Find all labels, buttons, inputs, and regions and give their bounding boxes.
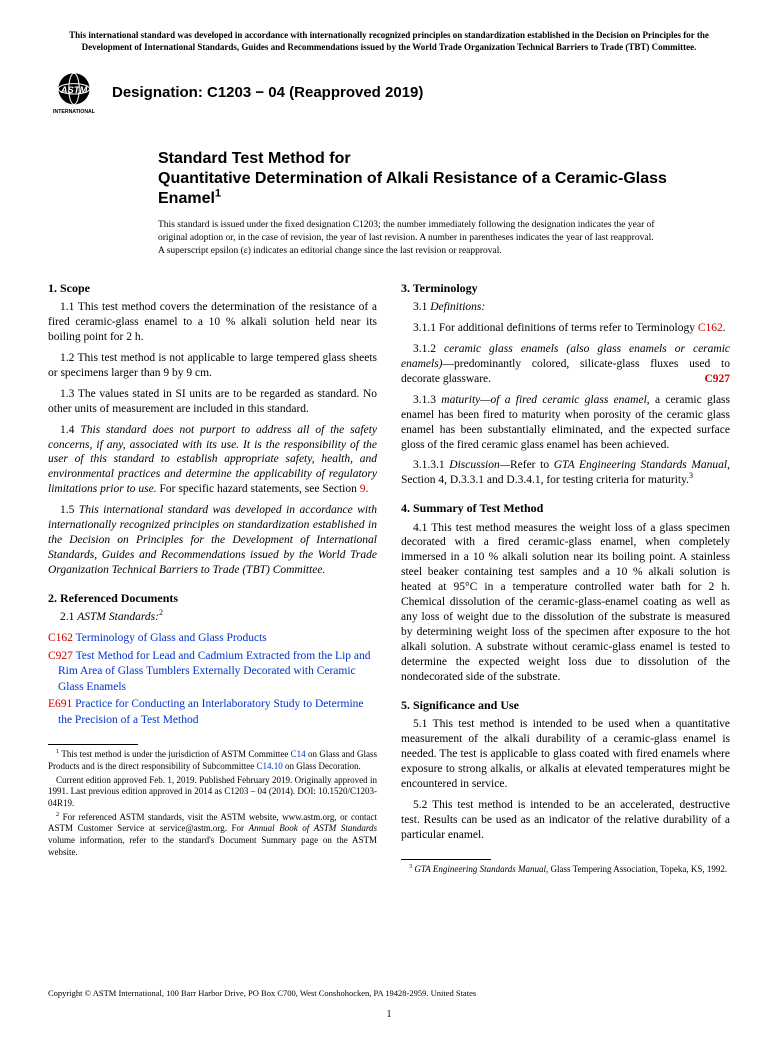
footnote-2: 2 For referenced ASTM standards, visit t… — [48, 812, 377, 859]
fn1-text-c: on Glass Decoration. — [283, 761, 361, 771]
designation: Designation: C1203 − 04 (Reapproved 2019… — [112, 83, 423, 103]
footnote-3: 3 GTA Engineering Standards Manual, Glas… — [401, 864, 730, 876]
para-1-4-tail: For specific hazard statements, see Sect… — [157, 483, 360, 495]
astm-logo: ASTM INTERNATIONAL — [48, 67, 100, 119]
ref-c162-code: C162 — [48, 632, 73, 644]
para-1-1: 1.1 This test method covers the determin… — [48, 300, 377, 345]
fn2-text-b: volume information, refer to the standar… — [48, 835, 377, 857]
c927-link[interactable]: C927 — [692, 372, 730, 387]
ref-e691-code: E691 — [48, 698, 72, 710]
ref-c162[interactable]: C162 Terminology of Glass and Glass Prod… — [48, 631, 377, 647]
ref-c927-title: Test Method for Lead and Cadmium Extract… — [58, 650, 371, 693]
para-3-1-italic: Definitions: — [430, 301, 485, 313]
fn1-link-c1410[interactable]: C14.10 — [256, 761, 282, 771]
left-column: 1. Scope 1.1 This test method covers the… — [48, 280, 377, 877]
para-1-2: 1.2 This test method is not applicable t… — [48, 351, 377, 381]
para-3-1-2-num: 3.1.2 — [413, 343, 444, 355]
ref-e691[interactable]: E691 Practice for Conducting an Interlab… — [48, 697, 377, 728]
para-1-5-italic: This international standard was develope… — [48, 504, 377, 576]
para-3-1-3-1-manual: GTA Engineering Standards Manual — [554, 459, 727, 471]
para-1-3: 1.3 The values stated in SI units are to… — [48, 387, 377, 417]
svg-text:INTERNATIONAL: INTERNATIONAL — [53, 109, 96, 115]
right-column: 3. Terminology 3.1 Definitions: 3.1.1 Fo… — [401, 280, 730, 877]
fn1-text-a: This test method is under the jurisdicti… — [59, 749, 291, 759]
para-5-1: 5.1 This test method is intended to be u… — [401, 717, 730, 792]
para-2-1: 2.1 ASTM Standards:2 — [48, 610, 377, 625]
para-1-5: 1.5 This international standard was deve… — [48, 503, 377, 578]
para-3-1-1-period: . — [723, 322, 726, 334]
fn3-mark: 3 — [689, 472, 693, 481]
para-3-1-3: 3.1.3 maturity—of a fired ceramic glass … — [401, 393, 730, 453]
para-1-4-num: 1.4 — [60, 424, 80, 436]
fn1-link-c14[interactable]: C14 — [291, 749, 306, 759]
header-row: ASTM INTERNATIONAL Designation: C1203 − … — [48, 67, 730, 119]
para-2-1-italic: ASTM Standards: — [77, 611, 159, 623]
c162-link[interactable]: C162 — [698, 322, 723, 334]
fn3-text: , Glass Tempering Association, Topeka, K… — [546, 864, 727, 874]
section-head-refdocs: 2. Referenced Documents — [48, 590, 377, 606]
footnote-1b: Current edition approved Feb. 1, 2019. P… — [48, 775, 377, 810]
ref-c162-title: Terminology of Glass and Glass Products — [73, 632, 267, 644]
fn2-mark: 2 — [159, 608, 163, 617]
para-3-1-3-1-disc: Discussion— — [449, 459, 510, 471]
para-3-1-2-def: —predominantly colored, silicate-glass f… — [401, 358, 730, 385]
para-5-2: 5.2 This test method is intended to be a… — [401, 798, 730, 843]
para-3-1-3-term: maturity—of a fired ceramic glass enamel — [441, 394, 647, 406]
ref-c927[interactable]: C927 Test Method for Lead and Cadmium Ex… — [48, 649, 377, 696]
title-line-2: Quantitative Determination of Alkali Res… — [158, 169, 690, 209]
para-3-1-1: 3.1.1 For additional definitions of term… — [401, 321, 730, 336]
para-3-1-num: 3.1 — [413, 301, 430, 313]
footnote-1: 1 This test method is under the jurisdic… — [48, 749, 377, 772]
svg-text:ASTM: ASTM — [60, 85, 88, 95]
para-1-4-period: . — [365, 483, 368, 495]
footnote-rule-right — [401, 859, 491, 860]
title-text: Quantitative Determination of Alkali Res… — [158, 170, 667, 207]
section-head-scope: 1. Scope — [48, 280, 377, 296]
two-column-body: 1. Scope 1.1 This test method covers the… — [48, 280, 730, 877]
title-block: Standard Test Method for Quantitative De… — [158, 149, 690, 257]
section-head-significance: 5. Significance and Use — [401, 697, 730, 713]
section-head-summary: 4. Summary of Test Method — [401, 500, 730, 516]
para-2-1-num: 2.1 — [60, 611, 77, 623]
page-number: 1 — [0, 1008, 778, 1022]
issuance-note: This standard is issued under the fixed … — [158, 219, 690, 257]
title-line-1: Standard Test Method for — [158, 149, 690, 169]
para-1-5-num: 1.5 — [60, 504, 79, 516]
para-3-1-3-num: 3.1.3 — [413, 394, 441, 406]
para-3-1-2: 3.1.2 ceramic glass enamels (also glass … — [401, 342, 730, 387]
ref-e691-title: Practice for Conducting an Interlaborato… — [58, 698, 364, 726]
title-footnote-mark: 1 — [215, 188, 221, 200]
top-disclaimer: This international standard was develope… — [48, 30, 730, 53]
para-3-1-3-1: 3.1.3.1 Discussion—Refer to GTA Engineer… — [401, 458, 730, 488]
para-3-1-1-text: 3.1.1 For additional definitions of term… — [413, 322, 698, 334]
ref-c927-code: C927 — [48, 650, 73, 662]
para-3-1-3-1-a: Refer to — [510, 459, 554, 471]
para-3-1-3-1-num: 3.1.3.1 — [413, 459, 449, 471]
para-1-4: 1.4 This standard does not purport to ad… — [48, 423, 377, 498]
section-head-terminology: 3. Terminology — [401, 280, 730, 296]
para-3-1: 3.1 Definitions: — [401, 300, 730, 315]
fn3-italic: GTA Engineering Standards Manual — [412, 864, 546, 874]
copyright-line: Copyright © ASTM International, 100 Barr… — [48, 988, 476, 999]
footnote-rule-left — [48, 744, 138, 745]
para-4-1: 4.1 This test method measures the weight… — [401, 521, 730, 685]
fn2-italic: Annual Book of ASTM Standards — [249, 823, 377, 833]
